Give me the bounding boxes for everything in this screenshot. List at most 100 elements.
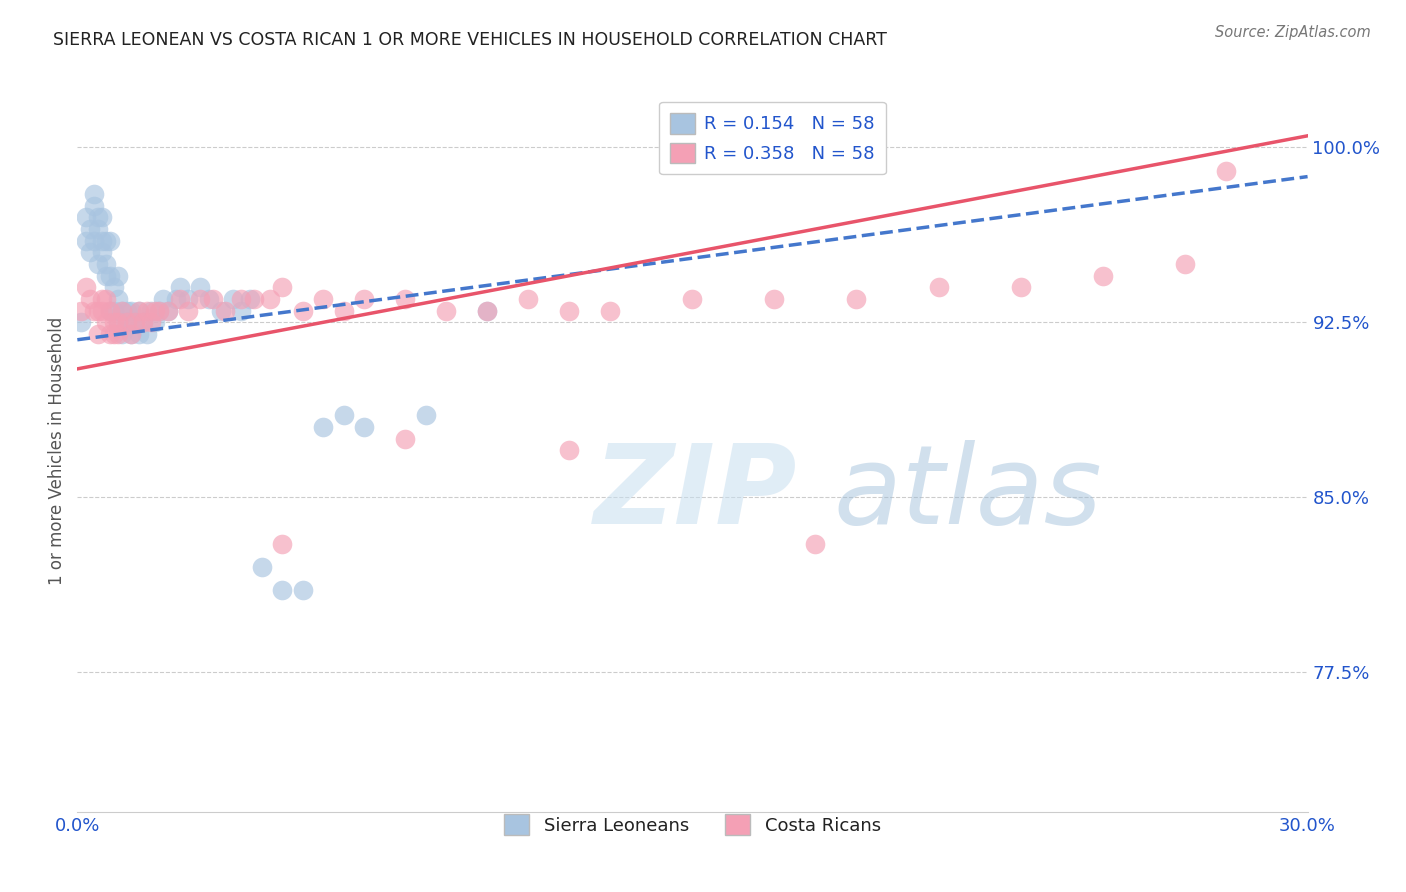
Point bbox=[141, 315, 163, 329]
Point bbox=[197, 292, 219, 306]
Point bbox=[128, 303, 150, 318]
Point bbox=[94, 315, 117, 329]
Point bbox=[128, 303, 150, 318]
Point bbox=[107, 326, 129, 341]
Point bbox=[83, 199, 105, 213]
Point bbox=[87, 211, 110, 225]
Point bbox=[111, 303, 134, 318]
Point bbox=[333, 409, 356, 423]
Point bbox=[804, 537, 827, 551]
Point bbox=[209, 303, 232, 318]
Point bbox=[120, 326, 142, 341]
Point bbox=[79, 292, 101, 306]
Point bbox=[87, 257, 110, 271]
Point bbox=[90, 292, 114, 306]
Point bbox=[291, 303, 314, 318]
Point bbox=[107, 268, 129, 283]
Point bbox=[214, 303, 236, 318]
Point bbox=[103, 303, 125, 318]
Point bbox=[271, 280, 294, 294]
Point bbox=[312, 292, 335, 306]
Point bbox=[188, 280, 212, 294]
Point bbox=[136, 326, 159, 341]
Point bbox=[177, 292, 200, 306]
Point bbox=[165, 292, 187, 306]
Y-axis label: 1 or more Vehicles in Household: 1 or more Vehicles in Household bbox=[48, 317, 66, 584]
Point bbox=[148, 303, 170, 318]
Point bbox=[136, 303, 159, 318]
Point bbox=[169, 280, 191, 294]
Point bbox=[79, 245, 101, 260]
Point bbox=[132, 315, 155, 329]
Point bbox=[169, 292, 191, 306]
Point bbox=[222, 292, 245, 306]
Point bbox=[599, 303, 621, 318]
Point bbox=[312, 420, 335, 434]
Point bbox=[148, 303, 170, 318]
Point bbox=[124, 315, 146, 329]
Point bbox=[90, 303, 114, 318]
Point bbox=[271, 537, 294, 551]
Point bbox=[111, 303, 134, 318]
Point bbox=[83, 187, 105, 202]
Point bbox=[75, 234, 97, 248]
Point bbox=[107, 315, 129, 329]
Point bbox=[353, 292, 375, 306]
Point bbox=[242, 292, 264, 306]
Point bbox=[394, 432, 416, 446]
Point bbox=[94, 257, 117, 271]
Point bbox=[143, 315, 166, 329]
Point bbox=[124, 315, 146, 329]
Point bbox=[115, 315, 138, 329]
Point bbox=[1174, 257, 1197, 271]
Point bbox=[132, 315, 155, 329]
Text: SIERRA LEONEAN VS COSTA RICAN 1 OR MORE VEHICLES IN HOUSEHOLD CORRELATION CHART: SIERRA LEONEAN VS COSTA RICAN 1 OR MORE … bbox=[53, 31, 887, 49]
Point bbox=[291, 583, 314, 598]
Point bbox=[333, 303, 356, 318]
Point bbox=[141, 303, 163, 318]
Point bbox=[98, 234, 121, 248]
Point bbox=[98, 303, 121, 318]
Point bbox=[128, 326, 150, 341]
Point bbox=[83, 234, 105, 248]
Point bbox=[271, 583, 294, 598]
Point bbox=[98, 268, 121, 283]
Point bbox=[415, 409, 437, 423]
Point bbox=[394, 292, 416, 306]
Text: ZIP: ZIP bbox=[595, 441, 797, 548]
Point bbox=[98, 303, 121, 318]
Point bbox=[103, 280, 125, 294]
Point bbox=[1010, 280, 1032, 294]
Point bbox=[188, 292, 212, 306]
Point bbox=[152, 292, 174, 306]
Point bbox=[1091, 268, 1114, 283]
Point bbox=[845, 292, 868, 306]
Point bbox=[79, 222, 101, 236]
Point bbox=[1215, 163, 1237, 178]
Point bbox=[115, 303, 138, 318]
Point bbox=[201, 292, 224, 306]
Point bbox=[558, 303, 581, 318]
Point bbox=[75, 280, 97, 294]
Point bbox=[120, 303, 142, 318]
Point bbox=[75, 211, 97, 225]
Point bbox=[682, 292, 704, 306]
Point bbox=[87, 326, 110, 341]
Point bbox=[107, 315, 129, 329]
Point bbox=[103, 326, 125, 341]
Point bbox=[928, 280, 950, 294]
Point bbox=[115, 315, 138, 329]
Point bbox=[231, 292, 253, 306]
Point bbox=[94, 234, 117, 248]
Point bbox=[231, 303, 253, 318]
Point bbox=[250, 560, 273, 574]
Point bbox=[156, 303, 179, 318]
Point bbox=[70, 303, 93, 318]
Point bbox=[103, 315, 125, 329]
Text: atlas: atlas bbox=[834, 441, 1102, 548]
Point bbox=[763, 292, 786, 306]
Point bbox=[259, 292, 281, 306]
Point bbox=[177, 303, 200, 318]
Point bbox=[120, 326, 142, 341]
Point bbox=[143, 303, 166, 318]
